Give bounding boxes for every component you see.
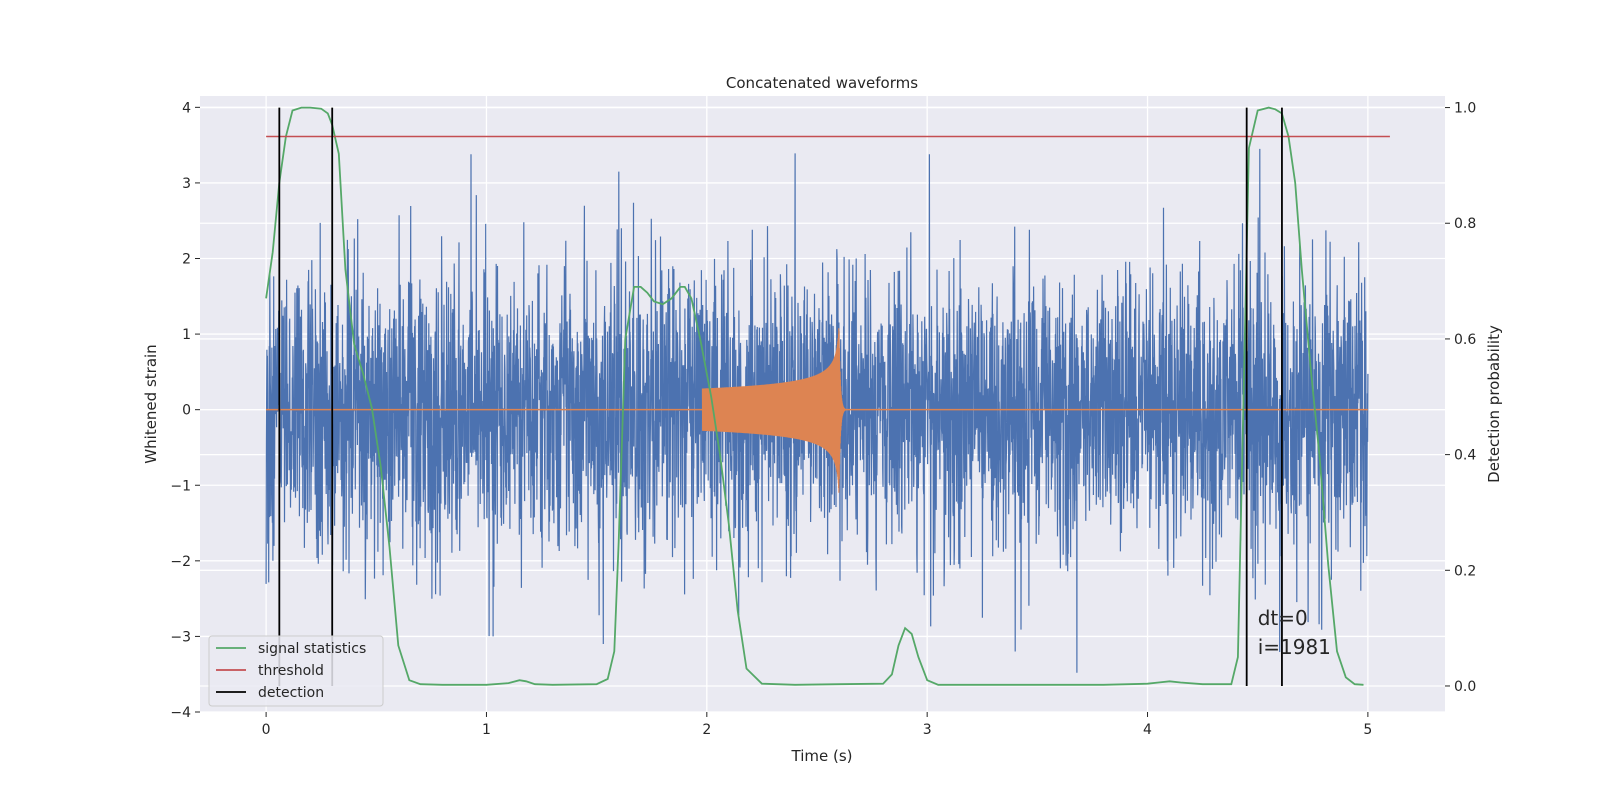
y-tick-label: 0 [182,403,191,419]
x-axis-label: Time (s) [791,747,853,765]
y-tick-label: 4 [182,100,191,116]
y2-tick-label: 0.4 [1454,448,1476,464]
legend-label-detection: detection [258,685,324,701]
y2-tick-label: 0.0 [1454,679,1476,695]
x-tick-label: 1 [482,722,491,738]
y-axis-label: Whitened strain [142,344,160,463]
annotation-index: i=1981 [1258,635,1331,659]
legend-label-threshold: threshold [258,663,324,679]
chart-title: Concatenated waveforms [726,74,918,92]
y-tick-label: 1 [182,327,191,343]
y2-axis-label: Detection probability [1485,325,1503,483]
x-axis-ticks: 0 1 2 3 4 5 [262,712,1372,738]
y2-axis-ticks: 0.0 0.2 0.4 0.6 0.8 1.0 [1445,101,1476,695]
x-tick-label: 5 [1363,722,1372,738]
detection-lines [278,107,1283,686]
y-tick-label: −3 [170,629,191,645]
y2-tick-label: 0.2 [1454,563,1476,579]
y2-tick-label: 0.6 [1454,332,1476,348]
legend-label-signal-statistics: signal statistics [258,641,366,657]
x-tick-label: 2 [702,722,711,738]
y-tick-label: −4 [170,705,191,721]
y-axis-ticks: −4 −3 −2 −1 0 1 2 3 4 [170,100,200,721]
plot-area [265,106,1390,686]
y2-tick-label: 0.8 [1454,216,1476,232]
y-tick-label: 2 [182,252,191,268]
x-tick-label: 0 [262,722,271,738]
y-tick-label: −2 [170,554,191,570]
annotation-dt: dt=0 [1258,606,1308,630]
legend: signal statistics threshold detection [208,635,384,707]
x-tick-label: 3 [923,722,932,738]
legend-box [208,635,384,707]
annotation: dt=0 i=1981 [1258,606,1331,659]
y-tick-label: −1 [170,478,191,494]
signal-statistics-line [265,106,1364,686]
y2-tick-label: 1.0 [1454,101,1476,117]
y-tick-label: 3 [182,176,191,192]
x-tick-label: 4 [1143,722,1152,738]
